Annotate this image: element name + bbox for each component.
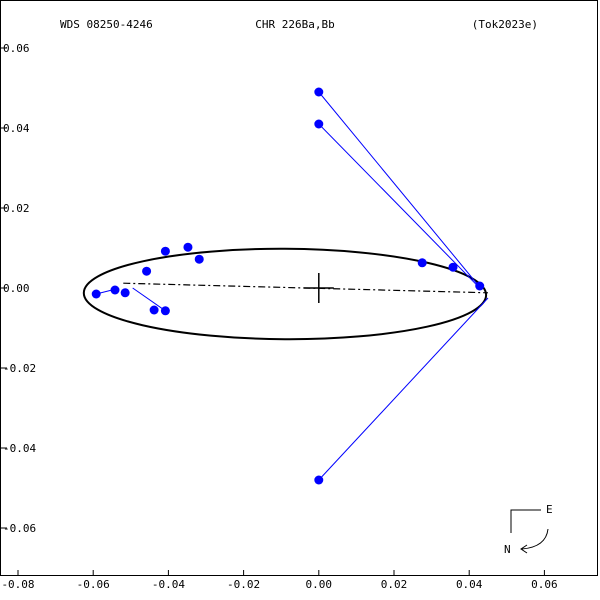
- y-tick-label: 0.06: [3, 42, 30, 55]
- plot-frame: [0, 0, 598, 576]
- y-tick-label: -0.06: [3, 522, 36, 535]
- observation-point: [448, 262, 458, 272]
- observation-point: [120, 288, 130, 298]
- compass-arrow-head: [520, 544, 528, 554]
- compass-north-label: N: [504, 543, 511, 556]
- y-tick-label: -0.04: [3, 442, 36, 455]
- primary-star-cross: [303, 273, 334, 303]
- residual-lines: [96, 91, 489, 481]
- axis-ticks: [1, 47, 545, 576]
- x-tick-label: 0.06: [531, 578, 558, 591]
- observation-point: [91, 289, 101, 299]
- x-tick-label: 0.04: [456, 578, 483, 591]
- compass: E N: [504, 503, 553, 556]
- residual-line: [318, 123, 481, 290]
- observation-point: [110, 285, 120, 295]
- compass-east-label: E: [546, 503, 553, 516]
- x-tick-label: -0.06: [77, 578, 110, 591]
- observation-point: [314, 87, 324, 97]
- x-tick-label: -0.08: [1, 578, 34, 591]
- observation-point: [149, 305, 159, 315]
- orbit-ellipse: [82, 247, 488, 341]
- y-tick-label: 0.00: [3, 282, 30, 295]
- residual-line: [318, 91, 481, 289]
- observation-point: [314, 119, 324, 129]
- x-tick-label: -0.04: [152, 578, 185, 591]
- residual-line: [318, 297, 489, 481]
- y-tick-label: -0.02: [3, 362, 36, 375]
- y-tick-label: 0.04: [3, 122, 30, 135]
- observation-point: [142, 266, 152, 276]
- compass-frame: [510, 509, 541, 533]
- header-center: CHR 226Ba,Bb: [255, 18, 334, 31]
- observation-point: [417, 258, 427, 268]
- observation-point: [160, 246, 170, 256]
- x-tick-label: -0.02: [227, 578, 260, 591]
- residual-line: [132, 287, 166, 312]
- observation-point: [183, 242, 193, 252]
- y-tick-label: 0.02: [3, 202, 30, 215]
- header-left: WDS 08250-4246: [60, 18, 153, 31]
- x-tick-label: 0.00: [306, 578, 333, 591]
- observation-point: [314, 475, 324, 485]
- axis-tick-labels: -0.08 -0.06 -0.04 -0.02 0.00 0.02 0.04 0.06 0.06…: [1, 42, 557, 591]
- observation-point: [194, 254, 204, 264]
- observation-points: [91, 87, 485, 485]
- compass-arrow-arc: [521, 528, 549, 550]
- header-right: (Tok2023e): [472, 18, 538, 31]
- observation-point: [160, 306, 170, 316]
- x-tick-label: 0.02: [381, 578, 408, 591]
- observation-point: [475, 281, 485, 291]
